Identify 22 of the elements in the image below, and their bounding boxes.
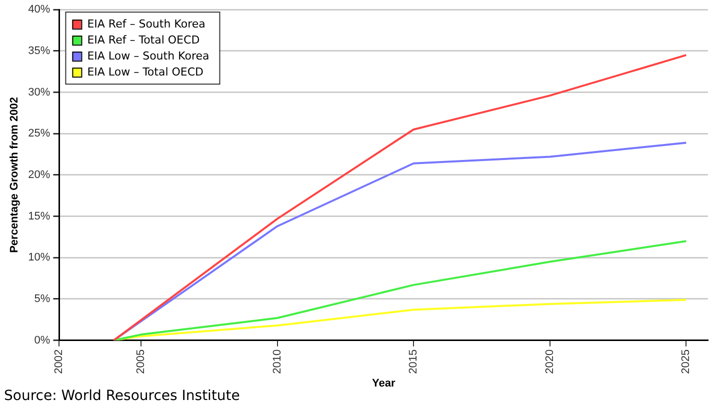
y-tick-label: 10% [28, 252, 50, 264]
y-tick-label: 40% [28, 4, 50, 16]
x-tick-label: 2010 [271, 349, 284, 374]
y-tick-label: 25% [28, 128, 50, 140]
x-tick-label: 2005 [135, 349, 148, 374]
x-tick-label: 2015 [408, 349, 420, 374]
x-tick-label: 2025 [680, 349, 692, 374]
y-tick-label: 20% [28, 168, 50, 181]
legend-label: EIA Ref – Total OECD [87, 33, 200, 46]
source-note: Source: World Resources Institute [4, 388, 240, 404]
y-tick-label: 5% [34, 293, 50, 306]
x-axis-title: Year [372, 377, 396, 390]
y-tick-label: 30% [28, 86, 50, 98]
x-tick-label: 2002 [53, 349, 66, 374]
legend-label: EIA Ref – South Korea [87, 17, 206, 30]
y-axis-title: Percentage Growth from 2002 [8, 97, 21, 253]
y-tick-label: 15% [28, 210, 50, 222]
y-tick-label: 35% [28, 44, 50, 57]
legend-label: EIA Low – Total OECD [87, 65, 204, 78]
legend-label: EIA Low – South Korea [87, 49, 210, 62]
y-tick-label: 0% [34, 334, 50, 346]
x-tick-label: 2020 [544, 349, 556, 374]
